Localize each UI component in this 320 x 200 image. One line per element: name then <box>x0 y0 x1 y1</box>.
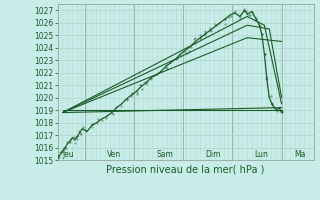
X-axis label: Pression niveau de la mer( hPa ): Pression niveau de la mer( hPa ) <box>107 164 265 174</box>
Text: Lun: Lun <box>254 150 268 159</box>
Text: Ven: Ven <box>107 150 121 159</box>
Text: Sam: Sam <box>156 150 173 159</box>
Text: Jeu: Jeu <box>62 150 74 159</box>
Text: Ma: Ma <box>294 150 305 159</box>
Text: Dim: Dim <box>205 150 221 159</box>
